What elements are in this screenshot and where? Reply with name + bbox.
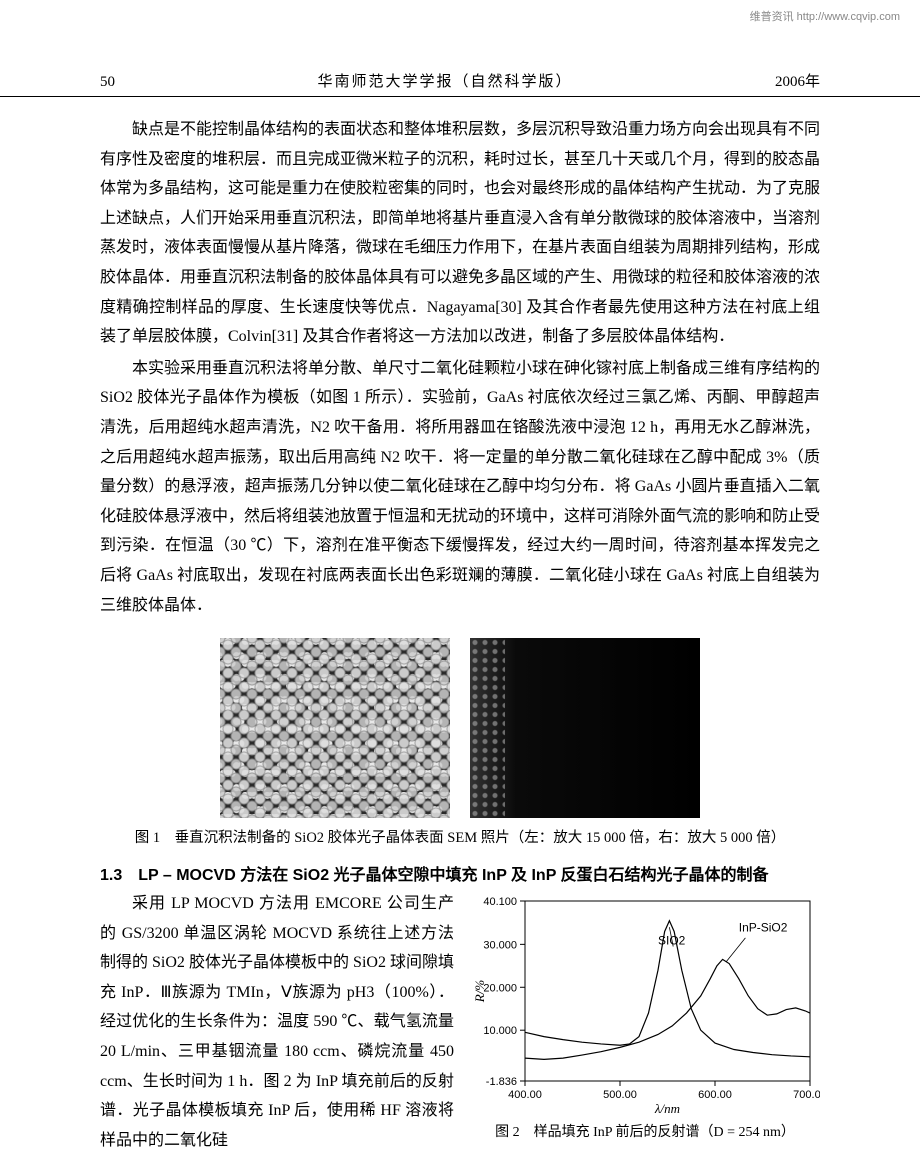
paragraph-2: 本实验采用垂直沉积法将单分散、单尺寸二氧化硅颗粒小球在砷化镓衬底上制备成三维有序… [100,354,820,620]
page-number: 50 [100,74,115,91]
main-content: 缺点是不能控制晶体结构的表面状态和整体堆积层数，多层沉积导致沿重力场方向会出现具… [0,115,920,1157]
svg-text:20.000: 20.000 [483,982,517,994]
journal-title: 华南师范大学学报（自然科学版） [317,70,572,91]
left-column: 采用 LP MOCVD 方法用 EMCORE 公司生产的 GS/3200 单温区… [100,889,454,1157]
svg-text:-1.836: -1.836 [486,1076,517,1088]
svg-text:10.000: 10.000 [483,1025,517,1037]
publication-year: 2006年 [775,70,820,91]
sem-image-right [470,638,700,818]
svg-text:R/%: R/% [472,980,487,1004]
paragraph-3: 采用 LP MOCVD 方法用 EMCORE 公司生产的 GS/3200 单温区… [100,889,454,1155]
svg-text:40.100: 40.100 [483,896,517,908]
svg-text:700.00: 700.00 [793,1089,820,1101]
svg-text:600.00: 600.00 [698,1089,732,1101]
svg-text:λ/nm: λ/nm [654,1101,680,1116]
section-heading-1-3: 1.3 LP – MOCVD 方法在 SiO2 光子晶体空隙中填充 InP 及 … [100,861,820,885]
figure-1-images [100,638,820,818]
paragraph-1: 缺点是不能控制晶体结构的表面状态和整体堆积层数，多层沉积导致沿重力场方向会出现具… [100,115,820,352]
figure-2-caption: 图 2 样品填充 InP 前后的反射谱（D = 254 nm） [470,1121,820,1141]
figure-1-caption: 图 1 垂直沉积法制备的 SiO2 胶体光子晶体表面 SEM 照片（左：放大 1… [100,826,820,847]
reflectance-chart: 400.00 500.00 600.00 700.00 -1.836 10.000 20.0… [470,889,820,1119]
sem-image-left [220,638,450,818]
svg-text:InP-SiO2: InP-SiO2 [739,921,788,935]
chart-svg: 400.00 500.00 600.00 700.00 -1.836 10.000 20.0… [470,889,820,1119]
right-column: 400.00 500.00 600.00 700.00 -1.836 10.000 20.0… [470,889,820,1157]
svg-text:30.000: 30.000 [483,939,517,951]
watermark-text: 维普资讯 http://www.cqvip.com [750,8,900,24]
svg-text:400.00: 400.00 [508,1089,542,1101]
svg-text:500.00: 500.00 [603,1089,637,1101]
two-column-layout: 采用 LP MOCVD 方法用 EMCORE 公司生产的 GS/3200 单温区… [100,889,820,1157]
